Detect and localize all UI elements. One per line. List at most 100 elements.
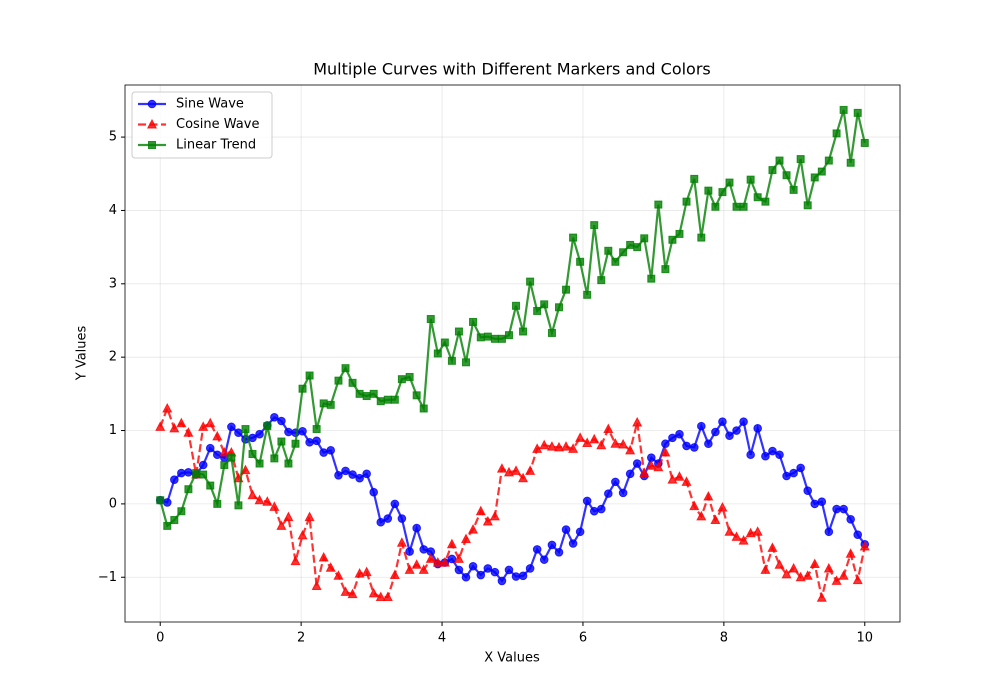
marker [183,427,194,437]
marker [803,486,813,495]
marker [710,514,721,525]
marker [739,417,748,427]
marker [348,378,357,387]
marker [447,554,457,564]
marker [532,545,542,554]
marker [262,496,273,506]
marker [311,580,322,591]
marker [382,591,393,602]
marker [739,202,748,211]
marker [169,422,180,433]
marker [640,234,649,243]
legend-label: Sine Wave [176,97,244,112]
marker [460,533,472,544]
marker [312,436,321,446]
marker [170,516,179,525]
marker [212,430,223,441]
marker [859,540,870,551]
marker [369,487,379,497]
marker [846,514,855,524]
marker [297,529,308,540]
marker [412,523,421,533]
marker [796,463,805,473]
marker [290,555,301,566]
marker [661,265,670,274]
x-axis-label: X Values [484,651,540,666]
marker [213,499,222,508]
marker [561,441,572,451]
marker [510,465,522,475]
marker [512,301,521,310]
marker [832,504,841,514]
marker [340,586,351,596]
marker [263,422,272,431]
y-tick-label: 5 [109,130,117,145]
marker [276,520,287,530]
marker [326,400,335,409]
marker [618,438,629,449]
marker [146,118,158,129]
marker [547,540,557,550]
marker [277,416,286,426]
marker [483,332,492,341]
marker [362,469,371,479]
marker [732,426,741,435]
marker [761,197,770,206]
marker [163,521,172,530]
y-tick-label: 2 [109,350,117,365]
marker [803,201,812,210]
marker [504,331,513,340]
marker [147,99,157,109]
marker [583,290,592,299]
marker [397,375,406,384]
marker [432,557,443,567]
marker [532,443,543,453]
marker [254,494,265,505]
marker [482,515,493,526]
marker [255,459,264,468]
marker [504,565,514,575]
marker [418,564,429,574]
marker [718,188,727,197]
marker [639,467,650,478]
legend-label: Linear Trend [176,138,256,153]
y-tick-label: −1 [98,570,117,585]
marker [198,460,208,470]
marker [205,443,215,453]
marker [518,571,528,581]
marker [540,300,549,309]
marker [852,574,863,585]
marker [411,559,422,569]
marker [519,327,528,336]
marker [205,417,216,428]
marker [824,527,834,537]
marker [389,569,400,580]
marker [291,439,300,448]
marker [610,438,621,448]
marker [454,327,463,336]
marker [568,443,579,453]
marker [490,334,499,343]
marker [611,477,620,487]
marker [697,421,706,431]
marker [775,450,784,460]
marker [440,338,449,347]
marker [768,166,777,175]
x-tick-label: 2 [297,631,305,646]
y-axis-label: Y Values [75,326,90,382]
marker [774,559,785,569]
marker [162,498,172,507]
marker [376,517,386,527]
x-tick-label: 4 [438,631,446,646]
marker [653,461,664,472]
marker [546,441,557,451]
marker [468,561,478,571]
marker [539,439,550,450]
marker [704,439,713,449]
marker [318,551,329,562]
marker [347,588,358,599]
marker [860,138,869,147]
y-tick-label: 1 [109,423,117,438]
marker [468,523,479,534]
